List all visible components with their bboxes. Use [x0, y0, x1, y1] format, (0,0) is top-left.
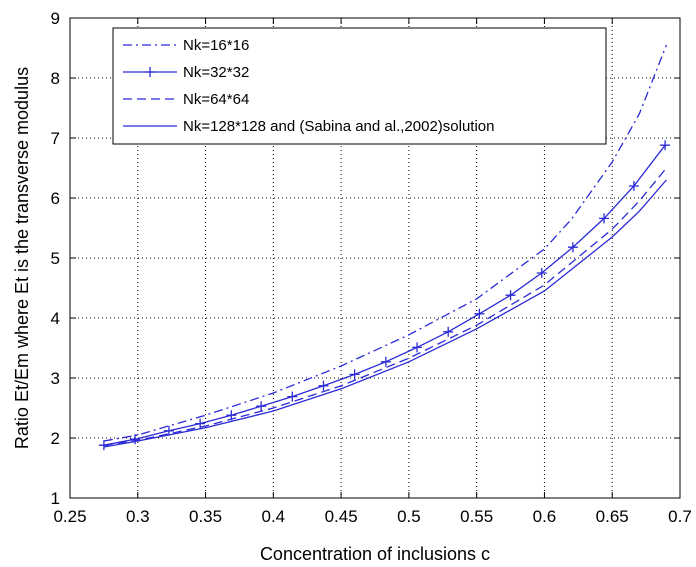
series-point-marker — [660, 140, 671, 151]
y-tick-label: 5 — [51, 249, 60, 268]
series-point-marker — [349, 369, 360, 380]
series-lines — [98, 44, 671, 451]
x-tick-label: 0.55 — [460, 507, 493, 526]
series-point-marker — [163, 425, 174, 436]
series-point-marker — [287, 391, 298, 402]
y-tick-label: 6 — [51, 189, 60, 208]
legend-box — [112, 27, 607, 145]
y-tick-label: 7 — [51, 129, 60, 148]
series-point-marker — [256, 401, 267, 412]
y-tick-label: 3 — [51, 369, 60, 388]
series-point-marker — [412, 342, 423, 353]
series-point-marker — [474, 308, 485, 319]
x-tick-label: 0.5 — [397, 507, 421, 526]
series-point-marker — [195, 418, 206, 429]
x-tick-label: 0.3 — [126, 507, 150, 526]
y-tick-label: 1 — [51, 489, 60, 508]
series-point-marker — [628, 181, 639, 191]
x-axis-label: Concentration of inclusions c — [260, 544, 490, 564]
x-tick-label: 0.65 — [596, 507, 629, 526]
series-point-marker — [599, 213, 610, 224]
legend-entry-label: Nk=128*128 and (Sabina and al.,2002)solu… — [183, 118, 494, 135]
series-point-marker — [130, 434, 141, 445]
x-tick-label: 0.4 — [262, 507, 286, 526]
series-line-1 — [103, 44, 668, 442]
legend-entry-label: Nk=32*32 — [183, 64, 249, 81]
x-tick-label: 0.6 — [533, 507, 557, 526]
x-tick-label: 0.45 — [325, 507, 358, 526]
series-point-marker — [567, 242, 578, 253]
y-axis-label: Ratio Et/Em where Et is the transverse m… — [12, 67, 32, 449]
y-tick-label: 9 — [51, 9, 60, 28]
series-line-4 — [103, 179, 667, 448]
legend-entry-label: Nk=64*64 — [183, 91, 249, 108]
legend-entry-label: Nk=16*16 — [183, 37, 249, 54]
x-tick-label: 0.35 — [189, 507, 222, 526]
series-point-marker — [505, 290, 516, 301]
y-tick-label: 2 — [51, 429, 60, 448]
series-point-marker — [380, 356, 391, 367]
series-line-2 — [103, 144, 666, 446]
series-point-marker — [318, 380, 329, 391]
y-tick-label: 4 — [51, 309, 60, 328]
axis-ticks: 0.25 0.3 0.35 0.4 0.45 0.5 0.55 0.6 0.65 0.7 1 2 3 4 5… — [51, 9, 692, 526]
y-tick-label: 8 — [51, 69, 60, 88]
series-line-3 — [103, 167, 667, 446]
x-tick-label: 0.25 — [53, 507, 86, 526]
series-point-marker — [443, 326, 454, 337]
legend-marker-sample — [145, 67, 155, 77]
legend: Nk=16*16 Nk=32*32 Nk=64*64 Nk=128*128 and (… — [112, 27, 607, 145]
series-point-marker — [536, 268, 547, 278]
x-tick-label: 0.7 — [668, 507, 692, 526]
